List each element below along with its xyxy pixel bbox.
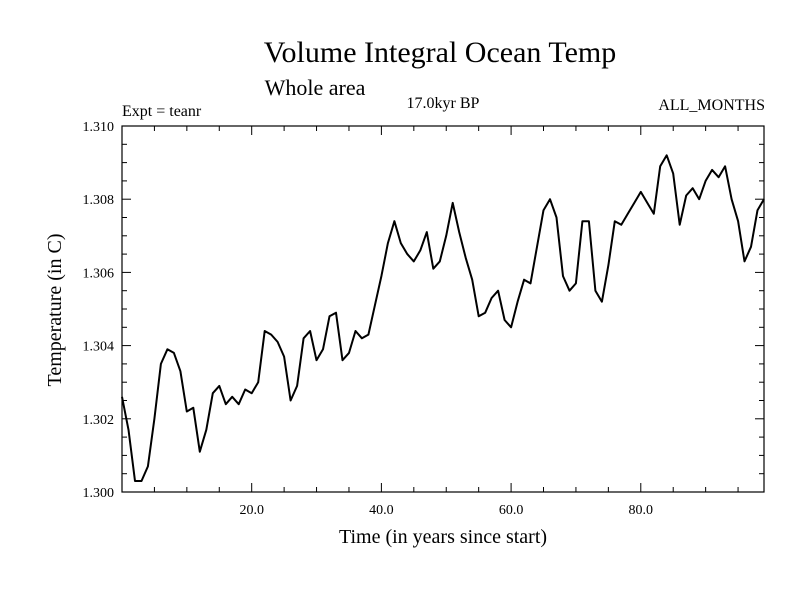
y-tick-label: 1.300 — [83, 486, 115, 501]
y-tick-label: 1.302 — [83, 413, 115, 428]
x-axis-label: Time (in years since start) — [339, 526, 547, 548]
chart-title: Volume Integral Ocean Temp — [264, 36, 617, 69]
y-axis-label: Temperature (in C) — [44, 234, 66, 387]
chart-subtitle: Whole area — [265, 75, 366, 100]
months-annotation: ALL_MONTHS — [658, 97, 765, 114]
y-tick-label: 1.304 — [83, 340, 115, 355]
y-tick-label: 1.306 — [83, 266, 115, 281]
y-tick-label: 1.308 — [83, 193, 115, 208]
experiment-annotation: Expt = teanr — [122, 103, 202, 120]
axes — [121, 125, 765, 493]
x-tick-label: 20.0 — [239, 503, 264, 518]
plot-frame — [121, 125, 765, 493]
period-annotation: 17.0kyr BP — [407, 95, 480, 112]
x-tick-label: 40.0 — [369, 503, 394, 518]
series-layer — [121, 154, 765, 482]
x-tick-label: 60.0 — [499, 503, 524, 518]
y-tick-label: 1.310 — [83, 120, 115, 135]
series-line — [121, 154, 765, 482]
ticks: 1.300 1.302 1.304 1.306 1.308 1.310 20.0 40.0 60… — [83, 120, 764, 518]
x-tick-label: 80.0 — [629, 503, 654, 518]
